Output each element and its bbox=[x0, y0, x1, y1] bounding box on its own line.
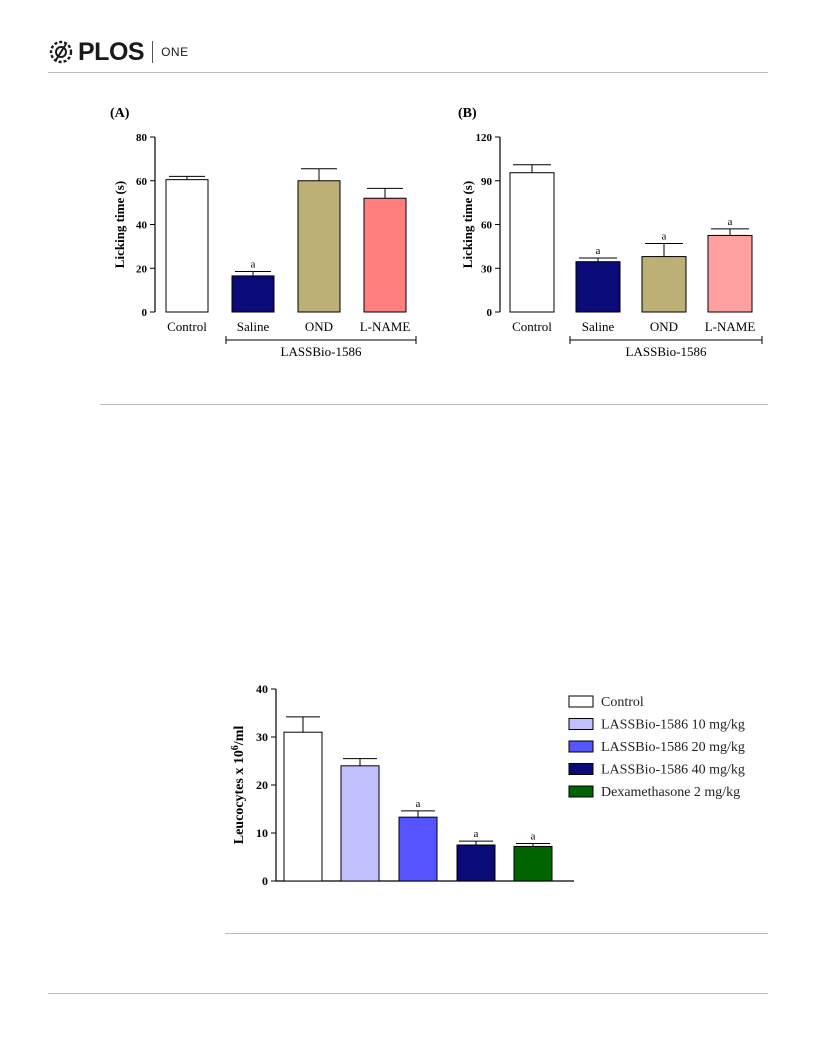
group-label: LASSBio-1586 bbox=[626, 344, 707, 359]
x-tick-label: Saline bbox=[237, 319, 270, 334]
bar bbox=[165, 179, 209, 313]
journal-header: PLOS ONE bbox=[48, 36, 189, 68]
y-axis-label: Leucocytes x 106/ml bbox=[230, 726, 247, 845]
significance-label: a bbox=[531, 831, 536, 843]
legend-label: LASSBio-1586 20 mg/kg bbox=[601, 740, 745, 755]
y-tick-label: 30 bbox=[481, 263, 493, 275]
group-label: LASSBio-1586 bbox=[281, 344, 362, 359]
bar bbox=[297, 180, 341, 313]
significance-label: a bbox=[662, 230, 667, 242]
logo-text: PLOS bbox=[78, 37, 145, 66]
significance-label: a bbox=[251, 259, 256, 271]
x-tick-label: OND bbox=[650, 319, 678, 334]
x-tick-label: Saline bbox=[582, 319, 615, 334]
x-tick-label: Control bbox=[512, 319, 552, 334]
y-tick-label: 0 bbox=[262, 874, 268, 888]
figure-panel-a: (A) Licking time (s) 0 20 40 60 80 Control a Sali… bbox=[100, 95, 440, 360]
bar bbox=[283, 731, 323, 882]
legend-swatch bbox=[568, 785, 594, 798]
y-tick-label: 40 bbox=[136, 220, 148, 232]
x-tick-label: L-NAME bbox=[705, 319, 756, 334]
legend-swatch bbox=[568, 695, 594, 708]
legend-swatch bbox=[568, 718, 594, 730]
header-rule bbox=[48, 72, 768, 73]
y-tick-label: 0 bbox=[487, 307, 493, 319]
legend-label: Control bbox=[601, 695, 644, 710]
chart-a: (A) Licking time (s) 0 20 40 60 80 Control a Sali… bbox=[110, 106, 417, 359]
legend-label: LASSBio-1586 40 mg/kg bbox=[601, 763, 745, 778]
significance-label: a bbox=[416, 798, 421, 810]
chart-b: (B) Licking time (s) 0 30 60 90 120 Control a Sal… bbox=[458, 106, 763, 359]
x-tick-label: Control bbox=[167, 319, 207, 334]
bar bbox=[231, 275, 275, 313]
figure-panel-leucocytes: Leucocytes x 106/ml 0 10 20 30 40 a a a Control LA… bbox=[225, 672, 775, 892]
bar bbox=[707, 234, 753, 313]
legend-label: Dexamethasone 2 mg/kg bbox=[601, 785, 740, 800]
x-tick-label: OND bbox=[305, 319, 333, 334]
bar bbox=[513, 845, 553, 882]
panel-label: (A) bbox=[110, 106, 130, 121]
panel-label: (B) bbox=[458, 106, 477, 121]
figure-1-rule bbox=[100, 404, 768, 405]
y-tick-label: 30 bbox=[256, 730, 268, 744]
logo-divider bbox=[152, 41, 154, 63]
bar bbox=[340, 765, 380, 882]
legend-label: LASSBio-1586 10 mg/kg bbox=[601, 718, 745, 733]
footer-rule bbox=[48, 993, 768, 994]
plos-logo-icon bbox=[49, 40, 73, 64]
y-tick-label: 60 bbox=[136, 176, 148, 188]
legend-swatch bbox=[568, 740, 594, 753]
y-axis-label: Licking time (s) bbox=[460, 181, 475, 268]
chart-leucocytes: Leucocytes x 106/ml 0 10 20 30 40 a a a Control LA… bbox=[230, 682, 745, 888]
significance-label: a bbox=[728, 216, 733, 228]
y-tick-label: 40 bbox=[256, 682, 268, 696]
y-tick-label: 60 bbox=[481, 220, 493, 232]
bar bbox=[398, 816, 438, 882]
x-tick-label: L-NAME bbox=[360, 319, 411, 334]
bar bbox=[575, 261, 621, 313]
bar bbox=[641, 256, 687, 313]
y-tick-label: 120 bbox=[476, 132, 493, 144]
y-tick-label: 20 bbox=[136, 263, 148, 275]
figure-2-rule bbox=[225, 933, 768, 934]
y-tick-label: 80 bbox=[136, 132, 148, 144]
bar bbox=[363, 197, 407, 313]
bar bbox=[456, 844, 496, 882]
legend-swatch bbox=[568, 763, 594, 775]
y-tick-label: 90 bbox=[481, 176, 493, 188]
y-tick-label: 10 bbox=[256, 826, 268, 840]
y-tick-label: 0 bbox=[142, 307, 148, 319]
y-axis-label: Licking time (s) bbox=[112, 181, 127, 268]
y-tick-label: 20 bbox=[256, 778, 268, 792]
significance-label: a bbox=[596, 245, 601, 257]
journal-name: ONE bbox=[161, 45, 189, 59]
significance-label: a bbox=[474, 828, 479, 840]
bar bbox=[509, 172, 555, 313]
figure-panel-b: (B) Licking time (s) 0 30 60 90 120 Control a Sal… bbox=[448, 95, 778, 360]
